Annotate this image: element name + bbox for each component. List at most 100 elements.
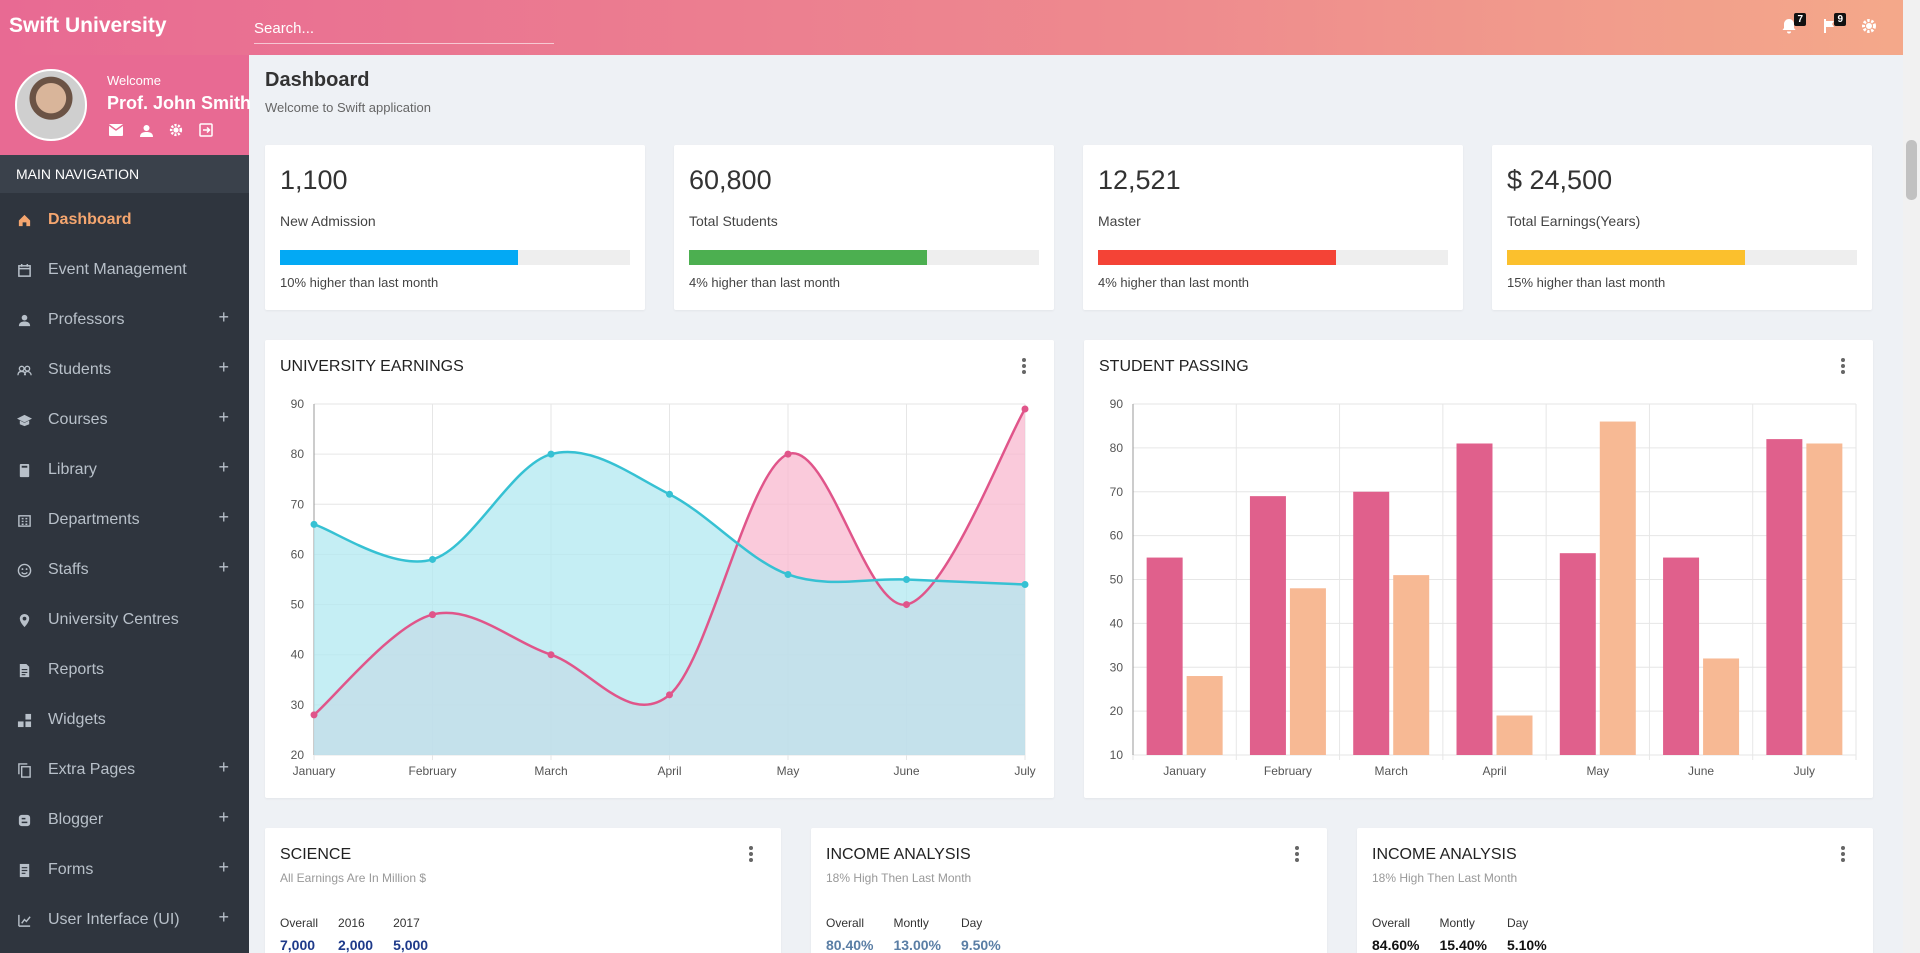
bar[interactable] [1186, 676, 1223, 755]
stat-value: 1,100 [280, 165, 348, 195]
settings-button[interactable] [1858, 15, 1880, 37]
sidebar: Welcome Prof. John Smith MAIN NAVIGATION… [0, 55, 251, 953]
card-subtitle: All Earnings Are In Million $ [280, 871, 427, 885]
bar[interactable] [1806, 443, 1843, 755]
sidebar-item-university-centres[interactable]: University Centres [0, 595, 249, 645]
summary-card: SCIENCE All Earnings Are In Million $ Ov… [265, 828, 781, 953]
data-point[interactable] [547, 651, 555, 659]
sidebar-item-label: Event Management [48, 261, 187, 278]
data-point[interactable] [310, 711, 318, 719]
stat-progress-bar [689, 250, 1039, 265]
expand-plus-icon[interactable]: + [218, 457, 229, 477]
expand-plus-icon[interactable]: + [218, 757, 229, 777]
sidebar-item-library[interactable]: Library + [0, 445, 249, 495]
flags-badge: 9 [1834, 13, 1846, 26]
data-point[interactable] [429, 611, 436, 619]
bar[interactable] [1456, 443, 1493, 755]
notifications-button[interactable]: 7 [1778, 13, 1806, 37]
more-options-icon[interactable] [1295, 846, 1299, 862]
sidebar-item-professors[interactable]: Professors + [0, 295, 249, 345]
expand-plus-icon[interactable]: + [218, 807, 229, 827]
data-point[interactable] [1021, 581, 1029, 589]
more-options-icon[interactable] [1841, 846, 1845, 862]
ui-icon [14, 910, 34, 930]
data-point[interactable] [666, 691, 673, 699]
sidebar-item-forms[interactable]: Forms + [0, 845, 249, 895]
mail-icon[interactable] [107, 121, 125, 139]
bar[interactable] [1703, 658, 1740, 755]
stat-label: Total Students [689, 213, 778, 229]
more-options-icon[interactable] [1022, 358, 1026, 374]
more-options-icon[interactable] [749, 846, 753, 862]
bar[interactable] [1393, 575, 1430, 755]
metric-label: Overall [1372, 916, 1411, 930]
x-tick-label: March [1375, 764, 1408, 778]
passing-chart: 10 20 30 40 50 60 70 80 90 January February March Ap… [1110, 397, 1857, 778]
bar[interactable] [1249, 496, 1286, 755]
chart-title: UNIVERSITY EARNINGS [280, 358, 464, 375]
bar[interactable] [1663, 557, 1700, 755]
widgets-icon [14, 710, 34, 730]
bar[interactable] [1496, 715, 1533, 755]
flags-button[interactable]: 9 [1818, 13, 1846, 37]
expand-plus-icon[interactable]: + [218, 557, 229, 577]
expand-plus-icon[interactable]: + [218, 907, 229, 927]
settings-icon[interactable] [167, 121, 185, 139]
data-point[interactable] [547, 450, 555, 458]
data-point[interactable] [903, 576, 910, 583]
sidebar-item-widgets[interactable]: Widgets [0, 695, 249, 745]
avatar[interactable] [15, 69, 87, 141]
bar[interactable] [1289, 588, 1326, 755]
data-point[interactable] [784, 450, 792, 458]
form-icon [14, 860, 34, 880]
bar[interactable] [1353, 491, 1390, 755]
expand-plus-icon[interactable]: + [218, 307, 229, 327]
expand-plus-icon[interactable]: + [218, 507, 229, 527]
bar[interactable] [1599, 421, 1636, 755]
sidebar-item-user-interface-ui[interactable]: User Interface (UI) + [0, 895, 249, 945]
university-earnings-card: UNIVERSITY EARNINGS 20 30 40 50 60 70 80 90 Janu… [265, 340, 1054, 798]
sidebar-item-staffs[interactable]: Staffs + [0, 545, 249, 595]
scrollbar-thumb[interactable] [1906, 140, 1917, 200]
y-tick-label: 70 [1110, 485, 1124, 499]
bar[interactable] [1766, 439, 1803, 755]
stat-card: 60,800 Total Students 4% higher than las… [674, 145, 1054, 310]
metric-value: 5,000 [393, 937, 429, 953]
sidebar-item-reports[interactable]: Reports [0, 645, 249, 695]
location-icon [14, 610, 34, 630]
more-options-icon[interactable] [1841, 358, 1845, 374]
sidebar-item-label: University Centres [48, 611, 179, 628]
data-point[interactable] [903, 601, 910, 609]
smiley-icon [14, 560, 34, 580]
card-subtitle: 18% High Then Last Month [826, 871, 972, 885]
y-tick-label: 40 [1110, 616, 1124, 630]
sidebar-item-dashboard[interactable]: Dashboard [0, 195, 249, 245]
data-point[interactable] [784, 570, 792, 578]
brand-logo[interactable]: Swift University [9, 14, 167, 37]
bar[interactable] [1146, 557, 1183, 755]
page-title: Dashboard [265, 69, 370, 91]
notifications-badge: 7 [1794, 13, 1806, 26]
bar[interactable] [1559, 553, 1596, 755]
sidebar-item-label: Library [48, 461, 97, 478]
data-point[interactable] [429, 555, 436, 563]
data-point[interactable] [310, 520, 318, 528]
search-input[interactable]: Search... [254, 16, 554, 44]
sidebar-item-departments[interactable]: Departments + [0, 495, 249, 545]
expand-plus-icon[interactable]: + [218, 407, 229, 427]
logout-icon[interactable] [197, 121, 215, 139]
sidebar-item-extra-pages[interactable]: Extra Pages + [0, 745, 249, 795]
sidebar-item-blogger[interactable]: Blogger + [0, 795, 249, 845]
x-tick-label: June [893, 764, 919, 778]
sidebar-item-label: Blogger [48, 811, 104, 828]
sidebar-item-students[interactable]: Students + [0, 345, 249, 395]
sidebar-item-courses[interactable]: Courses + [0, 395, 249, 445]
user-icon[interactable] [137, 121, 155, 139]
expand-plus-icon[interactable]: + [218, 357, 229, 377]
data-point[interactable] [666, 490, 673, 498]
expand-plus-icon[interactable]: + [218, 857, 229, 877]
data-point[interactable] [1021, 405, 1029, 413]
sidebar-item-event-management[interactable]: Event Management [0, 245, 249, 295]
scrollbar[interactable] [1903, 0, 1920, 953]
summary-card: INCOME ANALYSIS 18% High Then Last Month… [1357, 828, 1873, 953]
